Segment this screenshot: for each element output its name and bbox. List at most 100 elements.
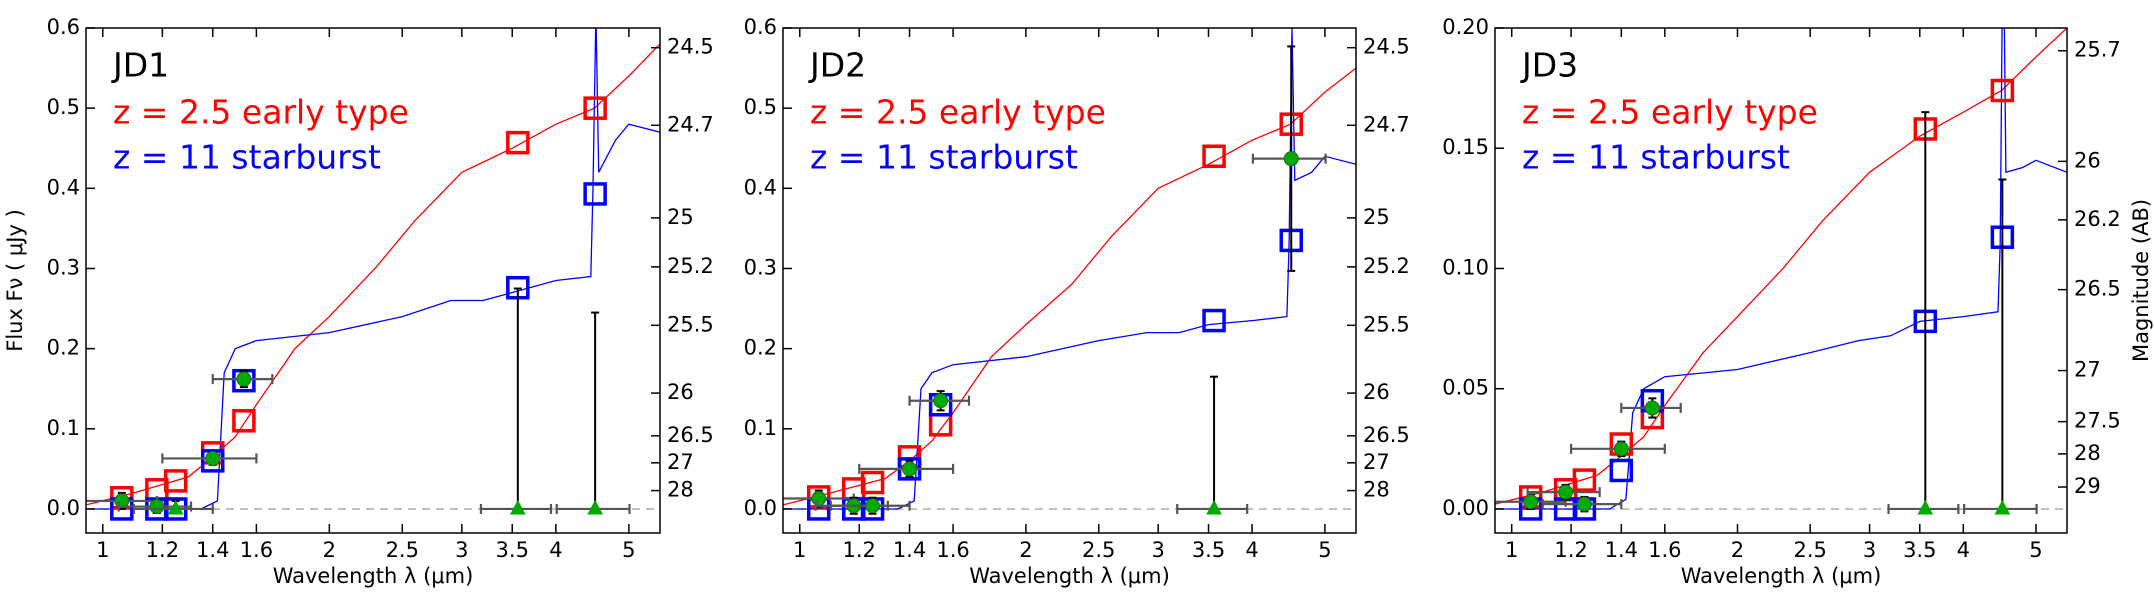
observed-limit [167, 499, 184, 515]
model-square [1990, 78, 2015, 103]
y-tick-label: 0.00 [1442, 496, 1489, 520]
x-tick-label: 4 [1957, 538, 1970, 562]
x-axis-label: Wavelength λ (μm) [273, 564, 474, 588]
model-square [506, 130, 530, 155]
model-square [200, 449, 225, 473]
y2-tick-label: 27 [2074, 358, 2101, 382]
y2-tick-label: 26.5 [2074, 277, 2121, 301]
x-tick-label: 1 [96, 538, 109, 562]
observed-point [205, 450, 221, 466]
legend-entry: z = 11 starburst [810, 138, 1078, 177]
observed-limit [1994, 499, 2011, 515]
x-tick-label: 3.5 [496, 538, 529, 562]
y-tick-label: 0.20 [1442, 15, 1489, 39]
x-tick-label: 2.5 [1082, 538, 1115, 562]
observed-point [1613, 441, 1629, 457]
y-tick-label: 0.4 [744, 175, 777, 199]
y2-tick-label: 25.5 [1363, 312, 1410, 336]
x-axis-label: Wavelength λ (μm) [969, 564, 1170, 588]
y2-tick-label: 26 [667, 380, 694, 404]
plot-area [86, 28, 660, 521]
x-tick-label: 5 [1318, 538, 1331, 562]
axes-frame [85, 27, 661, 534]
plot-area [783, 28, 1356, 521]
y-tick-label: 0.0 [47, 496, 80, 520]
model-square [163, 469, 188, 493]
x-tick-label: 4 [549, 538, 562, 562]
y2-tick-label: 26 [1363, 380, 1390, 404]
y2-tick-label: 25.7 [2074, 38, 2121, 62]
spectrum-line [1495, 28, 2067, 510]
y-tick-label: 0.1 [744, 416, 777, 440]
panel: 1 1.2 1.4 1.6 2 2.5 3 3.5 4 5 0.0 0.1 0.2 0.3 0.4 0.5 0.… [744, 15, 1410, 588]
observed-point [902, 461, 918, 477]
x-tick-label: 1.2 [843, 538, 876, 562]
x-tick-label: 1.4 [1605, 538, 1638, 562]
y-tick-label: 0.05 [1442, 376, 1489, 400]
observed-point [811, 491, 827, 507]
y2-axis-label: Magnitude (AB) [2129, 199, 2153, 362]
y-tick-label: 0.2 [744, 336, 777, 360]
y2-tick-label: 24.5 [667, 35, 714, 59]
y2-tick-label: 27 [1363, 450, 1390, 474]
panel: 1 1.2 1.4 1.6 2 2.5 3 3.5 4 5 0.0 0.1 0.2 0.3 0.4 0.5 0.… [3, 15, 714, 588]
observed-limit [1206, 499, 1222, 515]
legend-entry: z = 11 starburst [1522, 138, 1790, 177]
x-tick-label: 1.4 [196, 538, 229, 562]
y2-tick-label: 26 [2074, 148, 2101, 172]
x-tick-label: 1.4 [893, 538, 926, 562]
model-square [1202, 308, 1226, 333]
axes-frame [782, 27, 1357, 534]
x-tick-label: 4 [1245, 538, 1258, 562]
observed-point [236, 371, 252, 387]
panel-label: JD3 [1520, 46, 1578, 85]
y-axis-label: Flux Fν ( μJy ) [3, 209, 27, 352]
y2-tick-label: 25.2 [1363, 254, 1410, 278]
y-tick-label: 0.3 [47, 255, 80, 279]
y-tick-label: 0.3 [744, 255, 777, 279]
y-tick-label: 0.10 [1442, 255, 1489, 279]
legend-entry: z = 2.5 early type [810, 93, 1106, 132]
observed-point [1576, 496, 1592, 512]
spectrum-line [783, 28, 1356, 510]
observed-point [1644, 400, 1660, 416]
plot-area [1495, 28, 2067, 521]
x-tick-label: 3 [455, 538, 468, 562]
y2-tick-label: 25.5 [667, 312, 714, 336]
model-square [1202, 144, 1226, 169]
y2-tick-label: 28 [2074, 441, 2101, 465]
spectrum-line [783, 67, 1356, 506]
x-tick-label: 5 [622, 538, 635, 562]
model-square [232, 409, 256, 433]
y2-tick-label: 26.2 [2074, 207, 2121, 231]
panel-label: JD2 [808, 46, 866, 85]
y-tick-label: 0.2 [47, 336, 80, 360]
x-axis-label: Wavelength λ (μm) [1681, 564, 1882, 588]
y2-tick-label: 29 [2074, 474, 2101, 498]
model-square [583, 96, 607, 120]
observed-point [149, 499, 165, 515]
x-tick-label: 3 [1152, 538, 1165, 562]
x-tick-label: 1 [793, 538, 806, 562]
panel: 1 1.2 1.4 1.6 2 2.5 3 3.5 4 5 0.00 0.05 0.10 0.15 0.20… [1442, 15, 2153, 588]
x-tick-label: 2 [1731, 538, 1744, 562]
model-square [1609, 458, 1634, 483]
model-square [583, 182, 607, 206]
y-tick-label: 0.5 [744, 95, 777, 119]
y2-tick-label: 26.5 [1363, 423, 1410, 447]
observed-limit [1917, 499, 1934, 515]
y-tick-label: 0.5 [47, 95, 80, 119]
x-tick-label: 1.2 [1554, 538, 1587, 562]
y-tick-label: 0.1 [47, 416, 80, 440]
y2-tick-label: 28 [1363, 478, 1390, 502]
observed-point [1523, 494, 1539, 510]
x-tick-label: 2 [323, 538, 336, 562]
model-square [928, 413, 953, 437]
axes-frame [1494, 27, 2068, 534]
observed-point [865, 498, 881, 514]
observed-limit [509, 499, 526, 515]
y-tick-label: 0.6 [47, 15, 80, 39]
y2-tick-label: 27 [667, 450, 694, 474]
y2-tick-label: 24.7 [667, 112, 714, 136]
